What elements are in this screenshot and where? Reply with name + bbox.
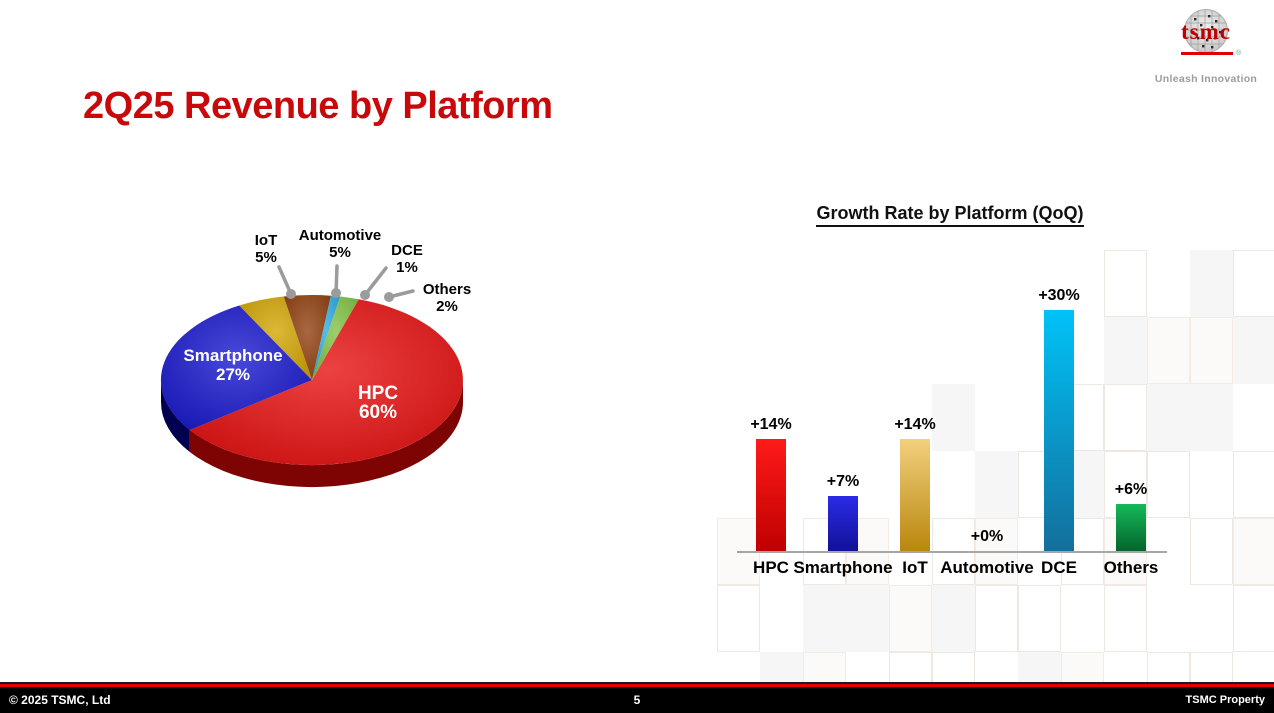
bar-others xyxy=(1116,504,1146,552)
pie-label-iot: IoT xyxy=(255,232,278,249)
pie-label-hpc: HPC xyxy=(358,383,398,404)
background-grid-cell xyxy=(1104,384,1147,451)
bar-value-label-automotive: +0% xyxy=(970,528,1004,545)
bar-value-label-iot: +14% xyxy=(894,416,936,433)
pie-label-automotive: Automotive xyxy=(299,227,382,244)
registered-trademark: ® xyxy=(1236,50,1242,57)
page-title: 2Q25 Revenue by Platform xyxy=(83,85,553,128)
bar-category-label-iot: IoT xyxy=(902,558,928,577)
background-grid-cell xyxy=(1147,451,1190,518)
bar-iot xyxy=(900,439,930,552)
bar-value-label-others: +6% xyxy=(1114,481,1148,498)
tsmc-logo: tsmc ® Unleash Innovation xyxy=(1150,9,1262,85)
bar-chart-axis xyxy=(737,551,1167,553)
pie-label-smartphone: Smartphone xyxy=(183,346,282,365)
background-grid-cell xyxy=(1190,518,1233,585)
pie-label-others: Others xyxy=(423,281,471,298)
pie-value-others: 2% xyxy=(436,298,458,315)
background-grid-cell xyxy=(1104,317,1147,384)
bar-category-label-others: Others xyxy=(1103,558,1159,577)
footer-copyright: © 2025 TSMC, Ltd xyxy=(9,693,111,707)
background-grid-cell xyxy=(1233,585,1274,652)
bar-category-label-smartphone: Smartphone xyxy=(793,558,893,577)
pie-value-dce: 1% xyxy=(396,259,418,276)
background-grid-cell xyxy=(1104,250,1147,317)
slide-footer: © 2025 TSMC, Ltd 5 TSMC Property xyxy=(0,682,1274,713)
background-grid-cell xyxy=(932,585,975,652)
background-grid-cell xyxy=(1233,317,1274,384)
background-grid-cell xyxy=(1104,585,1147,652)
bar-category-label-dce: DCE xyxy=(1041,558,1077,577)
pie-slice-automotive xyxy=(283,295,331,380)
wafer-icon xyxy=(1184,9,1228,53)
bar-category-label-hpc: HPC xyxy=(753,558,789,577)
pie-slice-smartphone xyxy=(160,305,312,430)
background-grid-cell xyxy=(975,585,1018,652)
bar-dce xyxy=(1044,310,1074,552)
bar-category-label-automotive: Automotive xyxy=(940,558,1034,577)
pie-slice-side-smartphone xyxy=(160,380,190,452)
bar-chart-title-text: Growth Rate by Platform (QoQ) xyxy=(816,203,1084,227)
bar-smartphone xyxy=(828,496,858,552)
tsmc-wordmark: tsmc xyxy=(1181,19,1231,44)
background-grid-cell xyxy=(1190,250,1233,317)
pie-slice-side-hpc xyxy=(189,380,464,488)
background-grid-cell xyxy=(1190,384,1233,451)
footer-property: TSMC Property xyxy=(1185,694,1265,706)
pie-slice-dce xyxy=(312,295,341,380)
pie-label-dce: DCE xyxy=(391,242,423,259)
bar-chart-title: Growth Rate by Platform (QoQ) xyxy=(750,203,1150,227)
pie-callout-dot-others xyxy=(384,292,394,302)
footer-dark-line xyxy=(0,682,1274,684)
background-grid-cell xyxy=(1190,317,1233,384)
pie-callout-dot-iot xyxy=(286,289,296,299)
pie-value-iot: 5% xyxy=(255,249,277,266)
bar-value-label-hpc: +14% xyxy=(750,416,792,433)
bar-hpc xyxy=(756,439,786,552)
background-grid-cell xyxy=(1233,250,1274,317)
logo-tagline: Unleash Innovation xyxy=(1154,73,1258,85)
pie-slice-others xyxy=(312,296,359,380)
footer-bar: © 2025 TSMC, Ltd 5 TSMC Property xyxy=(0,687,1274,713)
background-grid-cell xyxy=(889,585,932,652)
footer-page-number: 5 xyxy=(633,693,641,707)
pie-slice-iot xyxy=(239,296,312,380)
background-grid-cell xyxy=(717,585,760,652)
pie-callout-line-dce xyxy=(363,266,388,297)
background-grid-cell xyxy=(846,585,889,652)
pie-value-hpc: 60% xyxy=(359,402,397,423)
background-grid-cell xyxy=(1147,317,1190,384)
footer-red-line xyxy=(0,684,1274,687)
background-grid-cell xyxy=(803,585,846,652)
pie-value-smartphone: 27% xyxy=(216,365,250,384)
background-grid-cell xyxy=(1233,518,1274,585)
bar-value-label-dce: +30% xyxy=(1038,287,1080,304)
pie-callout-dot-dce xyxy=(360,290,370,300)
bar-value-label-smartphone: +7% xyxy=(826,473,860,490)
background-grid-cell xyxy=(932,384,975,451)
background-grid-cell xyxy=(1018,585,1061,652)
background-grid-cell xyxy=(1233,451,1274,518)
logo-underline xyxy=(1181,52,1233,55)
pie-callout-dot-automotive xyxy=(331,288,341,298)
background-grid-cell xyxy=(1147,384,1190,451)
pie-slice-hpc xyxy=(189,299,463,466)
pie-value-automotive: 5% xyxy=(329,244,351,261)
background-grid-cell xyxy=(975,451,1018,518)
wafer-logo-graphic: tsmc ® xyxy=(1150,9,1262,59)
